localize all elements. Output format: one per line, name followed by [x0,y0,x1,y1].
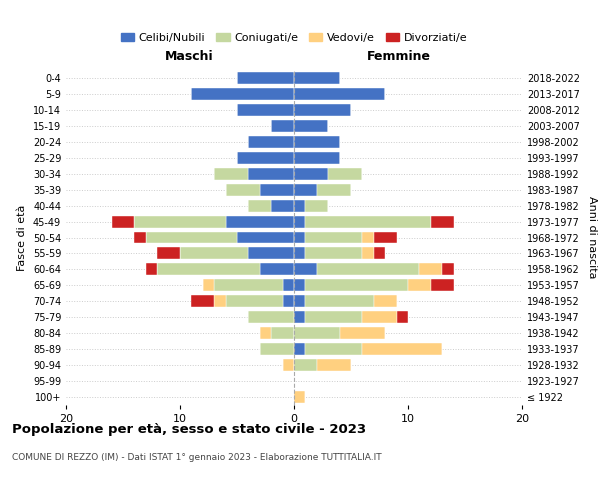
Bar [226,184,260,196]
Bar [294,136,340,148]
Bar [362,343,442,355]
Bar [431,280,454,291]
Bar [203,280,214,291]
Bar [374,232,397,243]
Bar [397,312,408,323]
Bar [305,200,328,211]
Bar [271,120,294,132]
Text: Maschi: Maschi [165,50,214,64]
Bar [294,72,340,84]
Bar [260,327,271,339]
Bar [294,312,305,323]
Y-axis label: Anni di nascita: Anni di nascita [587,196,596,279]
Bar [305,232,362,243]
Bar [294,248,305,260]
Bar [237,72,294,84]
Bar [294,200,305,211]
Bar [260,184,294,196]
Bar [283,359,294,371]
Bar [214,280,283,291]
Bar [362,248,374,260]
Bar [134,216,226,228]
Bar [419,264,442,276]
Bar [294,280,305,291]
Bar [317,264,419,276]
Bar [431,216,454,228]
Bar [374,296,397,308]
Bar [237,232,294,243]
Text: COMUNE DI REZZO (IM) - Dati ISTAT 1° gennaio 2023 - Elaborazione TUTTITALIA.IT: COMUNE DI REZZO (IM) - Dati ISTAT 1° gen… [12,452,382,462]
Bar [294,296,305,308]
Bar [294,327,340,339]
Bar [248,248,294,260]
Bar [191,88,294,100]
Bar [294,264,317,276]
Bar [294,152,340,164]
Bar [271,200,294,211]
Bar [317,359,351,371]
Bar [294,168,328,179]
Bar [294,391,305,403]
Bar [248,136,294,148]
Bar [305,296,374,308]
Bar [305,216,431,228]
Bar [362,232,374,243]
Bar [305,248,362,260]
Bar [294,184,317,196]
Bar [146,232,237,243]
Bar [112,216,134,228]
Bar [260,264,294,276]
Bar [305,280,408,291]
Bar [328,168,362,179]
Text: Femmine: Femmine [367,50,431,64]
Bar [226,296,283,308]
Text: Popolazione per età, sesso e stato civile - 2023: Popolazione per età, sesso e stato civil… [12,422,366,436]
Bar [294,343,305,355]
Bar [214,168,248,179]
Legend: Celibi/Nubili, Coniugati/e, Vedovi/e, Divorziati/e: Celibi/Nubili, Coniugati/e, Vedovi/e, Di… [116,28,472,48]
Bar [260,343,294,355]
Bar [248,168,294,179]
Bar [191,296,214,308]
Bar [340,327,385,339]
Bar [134,232,146,243]
Bar [408,280,431,291]
Bar [317,184,351,196]
Bar [283,296,294,308]
Bar [180,248,248,260]
Bar [374,248,385,260]
Bar [294,104,351,116]
Bar [237,152,294,164]
Bar [294,88,385,100]
Y-axis label: Fasce di età: Fasce di età [17,204,27,270]
Bar [237,104,294,116]
Bar [294,216,305,228]
Bar [362,312,397,323]
Bar [248,200,271,211]
Bar [146,264,157,276]
Bar [157,264,260,276]
Bar [283,280,294,291]
Bar [305,343,362,355]
Bar [294,232,305,243]
Bar [271,327,294,339]
Bar [214,296,226,308]
Bar [305,312,362,323]
Bar [157,248,180,260]
Bar [294,359,317,371]
Bar [248,312,294,323]
Bar [226,216,294,228]
Bar [294,120,328,132]
Bar [442,264,454,276]
